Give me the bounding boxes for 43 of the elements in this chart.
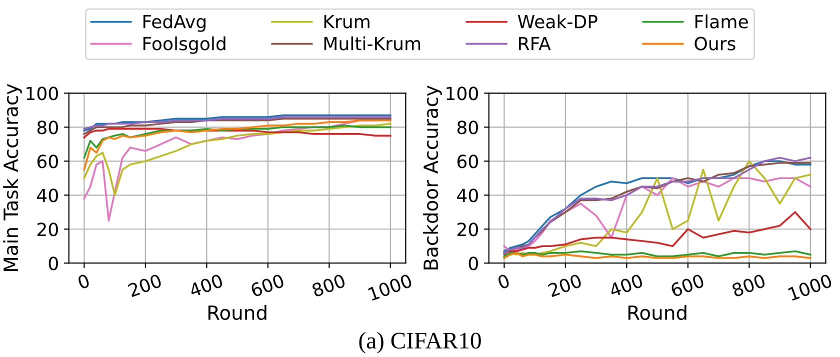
y-tick-label: 80 xyxy=(37,120,58,134)
y-tick-label: 80 xyxy=(457,120,478,134)
x-tick-label: 0 xyxy=(497,274,510,290)
line-series xyxy=(83,118,392,135)
y-axis-title: Backdoor Accuracy xyxy=(423,86,442,270)
x-axis-title: Round xyxy=(208,304,266,320)
legend-label: Flame xyxy=(695,14,748,28)
x-tick-label: 600 xyxy=(250,274,285,298)
x-tick-label: 600 xyxy=(670,274,705,298)
y-tick-label: 60 xyxy=(37,154,58,168)
x-tick-label: 1000 xyxy=(788,274,833,301)
x-tick-label: 400 xyxy=(188,274,224,298)
x-tick-label: 0 xyxy=(77,274,90,290)
line-series xyxy=(83,122,392,196)
legend-label: Krum xyxy=(324,15,370,28)
legend-label: RFA xyxy=(519,36,551,50)
y-tick-label: 60 xyxy=(457,154,478,168)
x-tick-label: 800 xyxy=(731,274,766,298)
line-series xyxy=(503,177,812,252)
y-tick-label: 20 xyxy=(458,222,478,236)
legend-label: Multi-Krum xyxy=(324,36,420,50)
x-tick-label: 200 xyxy=(548,274,582,298)
legend-label: Foolsgold xyxy=(143,36,226,54)
line-series xyxy=(83,119,392,171)
legend-label: Ours xyxy=(694,36,736,50)
y-tick-label: 0 xyxy=(48,256,58,270)
legend-label: Weak-DP xyxy=(518,14,598,28)
x-tick-label: 1000 xyxy=(368,274,413,301)
x-tick-label: 400 xyxy=(608,274,644,298)
legend-label: FedAvg xyxy=(143,14,206,32)
y-tick-label: 100 xyxy=(446,86,478,100)
y-axis-title: Main Task Accuracy xyxy=(3,84,22,271)
x-tick-label: 200 xyxy=(128,274,162,298)
y-tick-label: 100 xyxy=(26,86,58,100)
x-tick-label: 800 xyxy=(311,274,346,298)
line-series xyxy=(83,124,392,159)
line-series xyxy=(503,211,812,254)
text: (a) CIFAR10 xyxy=(359,332,481,354)
y-tick-label: 20 xyxy=(38,222,58,236)
y-tick-label: 40 xyxy=(37,188,58,202)
y-tick-label: 0 xyxy=(468,256,478,270)
x-axis-title: Round xyxy=(628,304,686,320)
y-tick-label: 40 xyxy=(457,188,478,202)
